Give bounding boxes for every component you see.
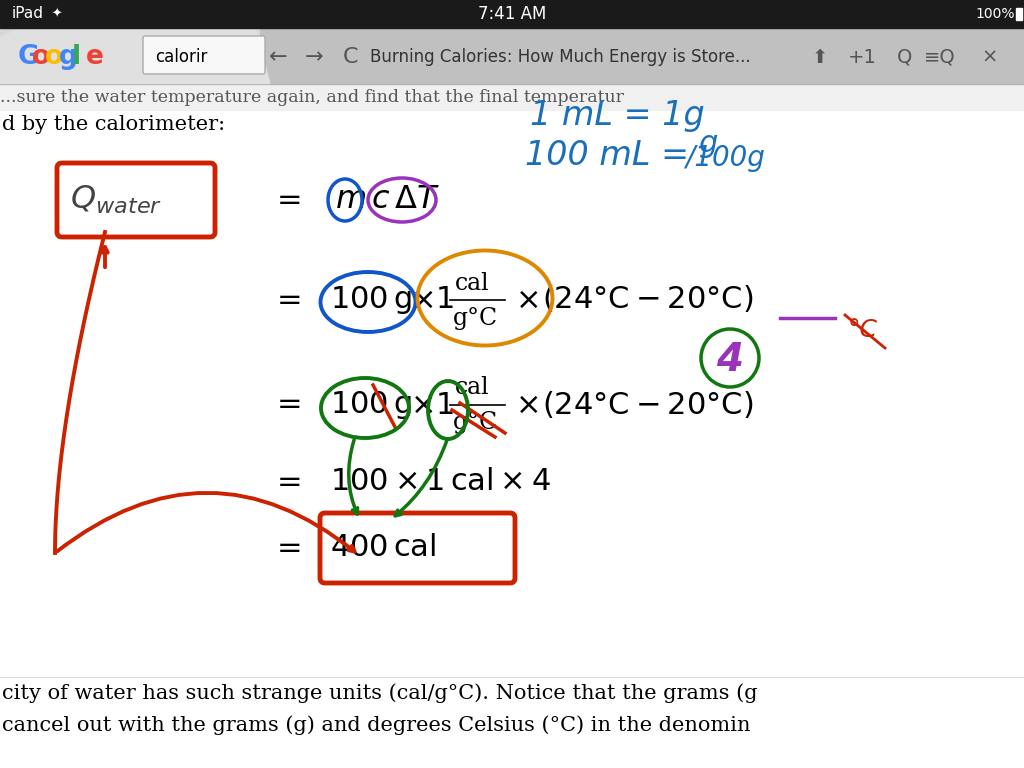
Text: $m\,c\,\Delta T$: $m\,c\,\Delta T$ [335,184,439,216]
Text: $\times$: $\times$ [515,286,539,315]
Text: $Q_{water}$: $Q_{water}$ [70,184,162,217]
Text: iPad: iPad [12,6,44,22]
Text: o: o [32,44,49,70]
Text: $100\,\mathrm{g}$: $100\,\mathrm{g}$ [330,284,412,316]
Text: =: = [278,286,303,315]
Text: ⬆: ⬆ [812,48,828,67]
Text: $\times$: $\times$ [515,390,539,419]
FancyBboxPatch shape [143,36,265,74]
Text: Burning Calories: How Much Energy is Store...: Burning Calories: How Much Energy is Sto… [370,48,751,66]
Text: $400\,\mathrm{cal}$: $400\,\mathrm{cal}$ [330,532,436,564]
Text: ×: × [982,48,998,67]
Text: city of water has such strange units (cal/g°C). Notice that the grams (g: city of water has such strange units (ca… [2,684,758,703]
Text: 100 mL =: 100 mL = [525,139,699,172]
Text: ...sure the water temperature again, and find that the final temperatur: ...sure the water temperature again, and… [0,88,624,105]
Text: g°C: g°C [453,412,498,435]
Bar [0,0,1024,28]
Text: $1$: $1$ [435,390,454,419]
Text: $(24°\mathrm{C}-20°\mathrm{C})$: $(24°\mathrm{C}-20°\mathrm{C})$ [542,389,754,421]
Text: 7:41 AM: 7:41 AM [478,5,546,23]
Text: +1: +1 [848,48,877,67]
Text: e: e [85,44,103,70]
Polygon shape [0,28,270,84]
Text: 1 mL = 1g: 1 mL = 1g [530,99,705,132]
Text: $100 \times 1\,\mathrm{cal} \times 4$: $100 \times 1\,\mathrm{cal} \times 4$ [330,466,551,498]
Text: 100%: 100% [976,7,1015,21]
Text: =: = [278,390,303,419]
Text: →: → [305,47,324,67]
Text: l: l [72,44,81,70]
Text: o: o [45,44,63,70]
Bar [0,28,1024,84]
Text: cal: cal [455,272,489,294]
Text: ←: ← [268,47,288,67]
Bar [0,84,1024,110]
Text: $\times$: $\times$ [410,390,433,419]
Text: =: = [278,186,303,214]
Bar [1016,8,1022,20]
Text: C: C [342,47,357,67]
Text: g°C: g°C [453,306,498,329]
Text: /100g: /100g [685,144,765,172]
Text: $1$: $1$ [435,286,454,315]
Text: =: = [278,534,303,562]
Text: ✦: ✦ [52,8,62,21]
Text: ≡Q: ≡Q [924,48,955,67]
Text: d by the calorimeter:: d by the calorimeter: [2,114,225,134]
FancyBboxPatch shape [0,28,260,84]
Text: $100\,\mathrm{g}$: $100\,\mathrm{g}$ [330,389,412,421]
Text: °C: °C [848,318,878,342]
Text: cancel out with the grams (g) and degrees Celsius (°C) in the denomin: cancel out with the grams (g) and degree… [2,715,751,735]
Text: Q: Q [897,48,912,67]
Text: g: g [698,129,718,158]
Text: =: = [278,468,303,496]
Text: g: g [58,44,78,70]
Text: 4: 4 [717,341,743,379]
Text: $\times$: $\times$ [410,286,433,315]
Text: calorir: calorir [155,48,208,66]
Text: G: G [18,44,40,70]
Text: $(24°\mathrm{C}-20°\mathrm{C})$: $(24°\mathrm{C}-20°\mathrm{C})$ [542,284,754,316]
Text: cal: cal [455,376,489,399]
